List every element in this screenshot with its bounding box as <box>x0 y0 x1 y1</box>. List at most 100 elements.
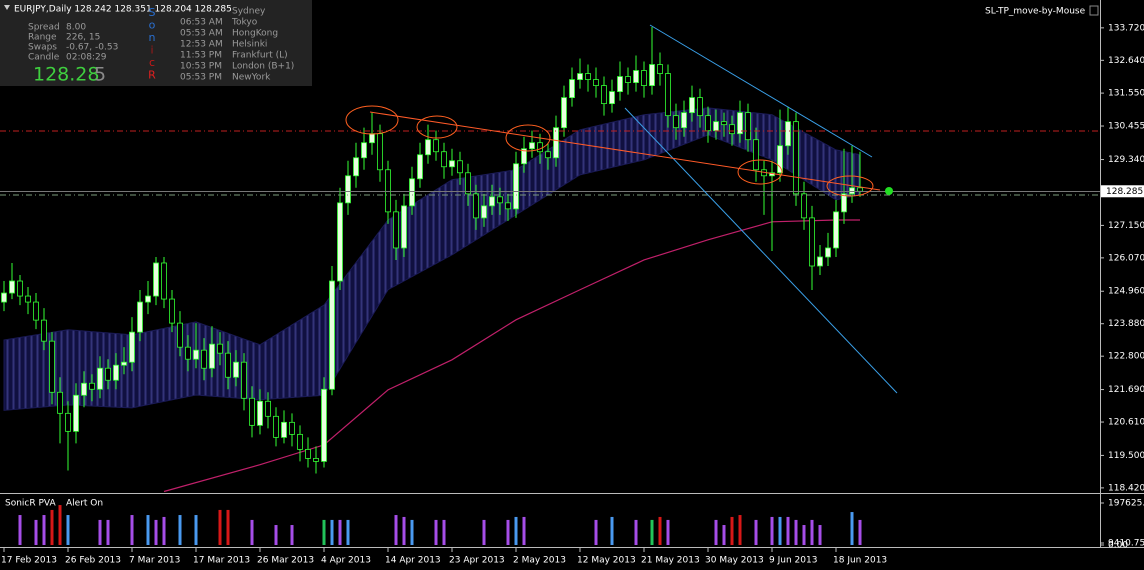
candle-body <box>713 121 719 132</box>
candle-body <box>249 397 255 426</box>
x-tick-label: 14 Apr 2013 <box>385 556 441 566</box>
info-value: -0.67, -0.53 <box>66 43 118 53</box>
x-tick-label: 7 Mar 2013 <box>129 556 180 566</box>
candle-body <box>137 301 143 333</box>
y-tick-label: 127.150 <box>1108 221 1144 231</box>
price-main: 128.28 <box>33 64 99 86</box>
candle-body <box>41 319 47 342</box>
y-tick-label: 126.070 <box>1108 253 1144 263</box>
volume-bar <box>162 516 166 545</box>
session-city: Sydney <box>232 7 266 17</box>
volume-bar <box>42 515 46 545</box>
x-tick-label: 17 Mar 2013 <box>193 556 250 566</box>
volume-bar <box>218 509 222 545</box>
candle-body <box>465 172 471 195</box>
x-tick-label: 30 May 2013 <box>705 556 764 566</box>
volume-bar <box>154 519 158 545</box>
volume-bar <box>730 516 734 545</box>
session-city: Helsinki <box>232 40 267 50</box>
session-city: HongKong <box>232 29 278 39</box>
candle-body <box>569 79 575 99</box>
candle-body <box>281 421 287 438</box>
candle-body <box>833 211 839 249</box>
candle-body <box>65 412 71 432</box>
info-value: 02:08:29 <box>66 53 107 63</box>
expert-icon[interactable] <box>1089 5 1099 16</box>
candle-body <box>241 361 247 399</box>
candle-body <box>745 112 751 141</box>
candle-body <box>425 139 431 156</box>
volume-bar <box>290 525 294 545</box>
volume-bar <box>146 515 150 545</box>
session-city: London (B+1) <box>232 62 294 72</box>
candle-body <box>433 139 439 153</box>
candle-body <box>377 133 383 171</box>
candle-body <box>473 193 479 219</box>
candle-body <box>849 187 855 195</box>
candle-body <box>601 85 607 105</box>
y-tick-label: 120.610 <box>1108 418 1144 428</box>
volume-bar <box>738 515 742 545</box>
candle-body <box>625 76 631 83</box>
candle-body <box>409 178 415 207</box>
y-tick-label: 124.960 <box>1108 287 1144 297</box>
volume-bar <box>442 519 446 545</box>
volume-bar <box>594 519 598 545</box>
trend-line <box>369 111 881 191</box>
y-tick-label: 123.880 <box>1108 319 1144 329</box>
candle-body <box>841 193 847 213</box>
candle-body <box>161 262 167 300</box>
x-tick-label: 4 Apr 2013 <box>321 556 371 566</box>
volume-bar <box>226 509 230 545</box>
y-tick-label: 197625.7 <box>1108 499 1144 509</box>
candle-body <box>825 247 831 258</box>
x-tick-label: 9 Jun 2013 <box>769 556 817 566</box>
last-price-box <box>1101 185 1144 198</box>
candle-body <box>529 142 535 150</box>
y-tick-label: 133.720 <box>1108 23 1144 33</box>
candle-body <box>449 160 455 168</box>
volume-bar <box>522 516 526 545</box>
candle-body <box>505 202 511 210</box>
session-time: 06:53 AM <box>180 18 223 28</box>
candle-body <box>633 70 639 83</box>
candle-body <box>809 217 815 267</box>
candle-body <box>641 70 647 86</box>
volume-bar <box>802 525 806 545</box>
y-tick-label: 129.340 <box>1108 155 1144 165</box>
volume-bar <box>394 515 398 545</box>
candle-body <box>217 343 223 354</box>
y-tick-label: 119.500 <box>1108 451 1144 461</box>
candle-body <box>305 449 311 459</box>
x-tick-label: 17 Feb 2013 <box>1 556 57 566</box>
candle-body <box>657 64 663 74</box>
panel-title: SonicR PVA <box>5 499 56 509</box>
volume-bar <box>434 519 438 545</box>
candle-body <box>25 295 31 303</box>
candle-body <box>489 196 495 207</box>
session-time: 05:53 PM <box>180 73 222 83</box>
candle-body <box>193 349 199 360</box>
trend-line <box>649 24 873 158</box>
candle-body <box>129 331 135 363</box>
x-tick-label: 23 Apr 2013 <box>449 556 505 566</box>
volume-bar <box>634 519 638 545</box>
volume-bar <box>50 509 54 545</box>
candle-body <box>593 79 599 86</box>
sonic-letter: o <box>149 19 156 32</box>
info-panel: EURJPY,Daily 128.242 128.351 128.204 128… <box>0 0 312 86</box>
candle-body <box>577 73 583 80</box>
last-price-label: 128.285 <box>1106 187 1143 197</box>
info-label: Candle <box>28 53 60 63</box>
x-tick-label: 2 May 2013 <box>513 556 566 566</box>
candle-body <box>353 157 359 177</box>
ellipse <box>505 124 551 152</box>
candle-body <box>337 202 343 282</box>
sonic-letter: R <box>148 69 156 82</box>
candle-body <box>721 121 727 126</box>
y-tick-label: 118.420 <box>1108 483 1144 493</box>
candle-body <box>801 193 807 219</box>
candle-body <box>73 394 79 432</box>
symbol-icon <box>4 5 10 10</box>
